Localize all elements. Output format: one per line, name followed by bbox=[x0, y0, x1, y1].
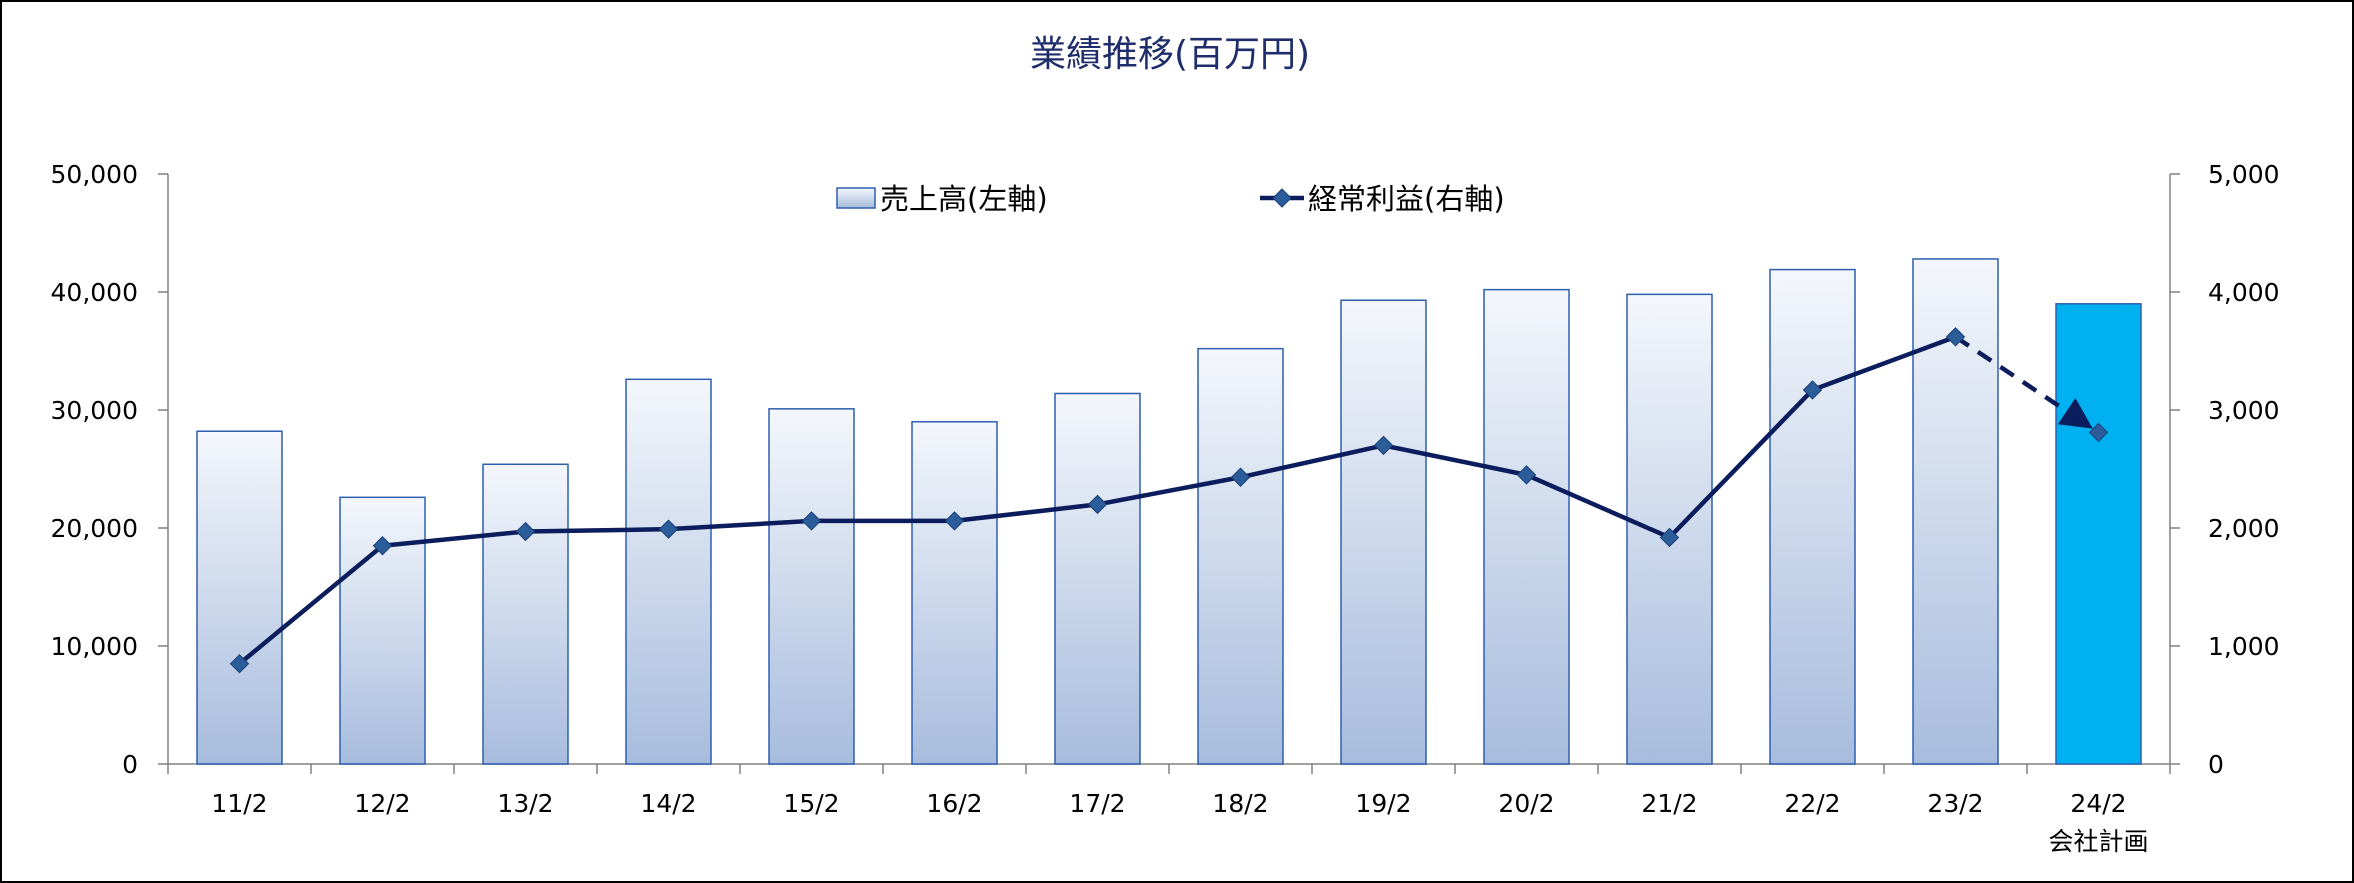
y-right-tick-label: 1,000 bbox=[2208, 632, 2280, 661]
y-left-tick-label: 0 bbox=[122, 750, 138, 779]
x-tick-label: 11/2 bbox=[211, 789, 267, 818]
legend-bar-swatch bbox=[836, 187, 876, 209]
legend-line-marker bbox=[1272, 188, 1292, 208]
line-series bbox=[229, 327, 2109, 674]
line-point bbox=[1516, 465, 1537, 485]
bar bbox=[768, 408, 855, 765]
bar bbox=[1340, 299, 1427, 765]
x-tick-label: 13/2 bbox=[497, 789, 553, 818]
bar bbox=[1483, 288, 1570, 765]
y-right-tick-label: 0 bbox=[2208, 750, 2224, 779]
legend: 売上高(左軸) 経常利益(右軸) bbox=[836, 182, 1505, 216]
x-tick-label: 18/2 bbox=[1212, 789, 1268, 818]
y-left-tick-label: 10,000 bbox=[51, 632, 138, 661]
bar bbox=[625, 378, 712, 765]
y-right-tick-label: 5,000 bbox=[2208, 160, 2280, 189]
x-tick-label: 14/2 bbox=[640, 789, 696, 818]
bar-series bbox=[196, 258, 2142, 765]
bar bbox=[482, 463, 569, 765]
x-tick-label: 23/2 bbox=[1927, 789, 1983, 818]
x-tick-label: 17/2 bbox=[1069, 789, 1125, 818]
chart-title: 業績推移(百万円) bbox=[1030, 34, 1310, 75]
line-point bbox=[801, 511, 822, 531]
line-point bbox=[229, 653, 250, 674]
x-tick-label: 24/2 bbox=[2070, 789, 2126, 818]
x-tick-label: 19/2 bbox=[1355, 789, 1411, 818]
tick-labels: 0 10,000 20,000 30,000 40,000 50,000 0 1,000 2,0… bbox=[51, 160, 2280, 856]
forecast-line-segment bbox=[1954, 334, 2093, 429]
y-right-tick-label: 3,000 bbox=[2208, 396, 2280, 425]
y-right-tick-label: 4,000 bbox=[2208, 278, 2280, 307]
line-point bbox=[1802, 380, 1823, 400]
line-point bbox=[372, 535, 393, 556]
x-tick-label: 12/2 bbox=[354, 789, 410, 818]
axes bbox=[158, 173, 2180, 774]
line-point bbox=[1087, 494, 1108, 515]
line-point bbox=[1659, 527, 1680, 548]
x-tick-label: 16/2 bbox=[926, 789, 982, 818]
bar bbox=[196, 430, 283, 765]
bar bbox=[1054, 392, 1141, 765]
x-tick-label: 22/2 bbox=[1784, 789, 1840, 818]
line-point bbox=[515, 521, 536, 542]
y-left-tick-label: 50,000 bbox=[51, 160, 138, 189]
bar bbox=[1769, 268, 1856, 765]
y-left-tick-label: 40,000 bbox=[51, 278, 138, 307]
x-tick-label: 21/2 bbox=[1641, 789, 1697, 818]
bar bbox=[911, 421, 998, 765]
y-left-tick-label: 20,000 bbox=[51, 514, 138, 543]
bar bbox=[2055, 303, 2142, 765]
line-point bbox=[1230, 467, 1251, 487]
x-tick-sublabel: 会社計画 bbox=[2048, 827, 2148, 856]
y-right-tick-label: 2,000 bbox=[2208, 514, 2280, 543]
line-point bbox=[2088, 422, 2109, 443]
line-point bbox=[658, 519, 679, 539]
line-point bbox=[944, 511, 965, 531]
line-point bbox=[1373, 435, 1394, 456]
legend-bar-label: 売上高(左軸) bbox=[880, 182, 1048, 216]
bar bbox=[1197, 347, 1284, 765]
legend-line-label: 経常利益(右軸) bbox=[1308, 182, 1505, 216]
x-tick-label: 15/2 bbox=[783, 789, 839, 818]
line-point bbox=[1945, 327, 1966, 347]
y-left-tick-label: 30,000 bbox=[51, 396, 138, 425]
x-tick-label: 20/2 bbox=[1498, 789, 1554, 818]
